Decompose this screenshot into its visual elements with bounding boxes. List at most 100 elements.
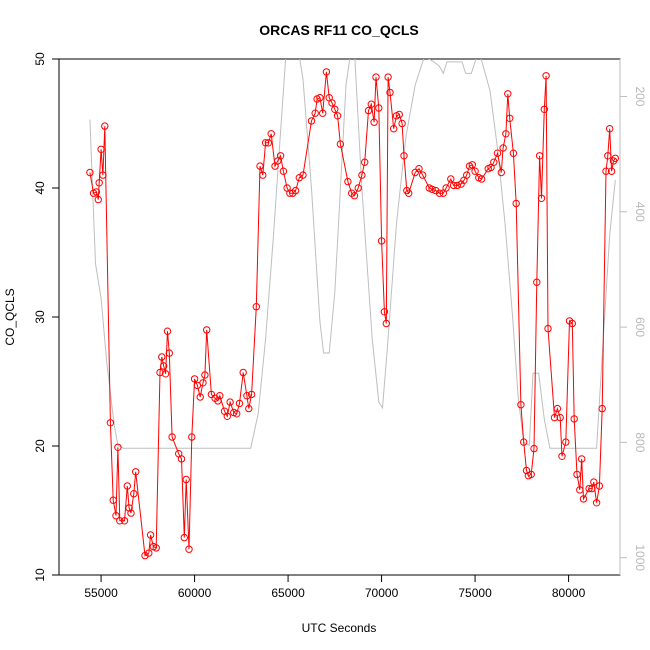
data-point — [499, 144, 507, 152]
data-point — [97, 145, 105, 154]
secondary-series-line — [89, 59, 616, 449]
data-point — [411, 168, 419, 177]
data-point — [578, 455, 586, 463]
secondary-tick-label: 1000 — [633, 544, 647, 571]
data-point — [370, 118, 378, 126]
data-point — [502, 130, 510, 138]
x-axis: 55000 60000 65000 70000 75000 80000 — [84, 575, 586, 600]
data-point — [463, 171, 471, 179]
data-point — [120, 517, 129, 525]
data-point — [568, 319, 576, 328]
data-point — [116, 517, 124, 525]
data-point — [239, 368, 247, 377]
data-point — [556, 413, 564, 422]
data-point — [544, 324, 552, 333]
data-point — [295, 174, 303, 182]
data-point — [168, 433, 176, 441]
data-point — [319, 109, 327, 117]
data-point — [367, 100, 375, 108]
data-point — [576, 486, 584, 494]
y-tick-label: 10 — [33, 568, 47, 582]
data-point — [92, 188, 101, 196]
data-point — [598, 404, 606, 413]
data-point — [344, 177, 352, 186]
data-point — [112, 512, 120, 520]
data-point — [127, 509, 135, 517]
data-point — [328, 99, 336, 107]
data-point — [540, 105, 548, 114]
data-point — [400, 152, 408, 160]
data-point — [380, 308, 389, 316]
data-point — [562, 438, 570, 446]
data-point — [354, 184, 362, 192]
y-axis-label: CO_QCLS — [3, 288, 17, 345]
data-point — [152, 544, 160, 552]
data-point — [196, 393, 204, 401]
data-point — [453, 181, 461, 190]
data-point — [517, 401, 525, 409]
data-point — [390, 125, 398, 133]
data-point — [336, 140, 345, 148]
data-point — [364, 106, 373, 115]
data-point — [530, 444, 538, 453]
data-point — [114, 443, 122, 451]
data-point — [264, 139, 273, 147]
data-point — [468, 161, 476, 169]
data-point — [527, 470, 535, 479]
data-point — [101, 122, 109, 130]
data-point — [182, 475, 190, 484]
data-point — [432, 186, 440, 195]
data-point — [504, 90, 512, 98]
data-point — [307, 117, 316, 125]
data-point — [109, 496, 117, 504]
data-point — [602, 167, 610, 175]
data-point — [125, 504, 133, 512]
data-point — [333, 112, 342, 120]
data-point — [145, 549, 153, 557]
data-point — [606, 125, 614, 133]
data-point — [245, 404, 253, 413]
data-point — [216, 392, 224, 400]
secondary-tick-label: 600 — [633, 317, 647, 337]
x-axis-label: UTC Seconds — [302, 621, 377, 635]
secondary-y-axis: 200 400 600 800 1000 — [619, 59, 647, 575]
data-point — [106, 419, 115, 427]
y-tick-label: 30 — [33, 310, 47, 324]
data-point — [130, 490, 138, 498]
data-point — [226, 398, 234, 406]
data-point — [372, 73, 380, 81]
data-point — [99, 171, 107, 179]
data-point — [533, 278, 541, 286]
chart-title: ORCAS RF11 CO_QCLS — [259, 22, 418, 38]
data-point — [311, 109, 319, 117]
data-point — [146, 531, 155, 539]
data-point — [203, 326, 211, 334]
data-point — [322, 68, 331, 76]
data-point — [477, 175, 486, 183]
data-point — [199, 379, 207, 387]
data-point — [291, 186, 300, 195]
primary-series — [86, 68, 619, 560]
data-point — [261, 139, 270, 147]
data-point — [158, 353, 166, 361]
primary-series-line — [89, 71, 616, 557]
data-point — [537, 194, 546, 203]
data-point — [595, 482, 604, 490]
data-point — [165, 349, 174, 357]
data-point — [553, 404, 562, 413]
data-point — [497, 168, 505, 177]
data-point — [156, 368, 164, 377]
data-point — [123, 482, 132, 490]
data-point — [247, 390, 256, 399]
data-point — [384, 73, 392, 81]
secondary-tick-label: 800 — [633, 432, 647, 452]
x-tick-label: 65000 — [271, 586, 305, 600]
data-point — [550, 413, 559, 422]
data-point — [382, 319, 390, 328]
y-tick-label: 20 — [33, 439, 47, 453]
secondary-tick-label: 400 — [633, 202, 647, 222]
data-point — [299, 171, 307, 179]
data-point — [607, 167, 616, 175]
data-point — [161, 370, 170, 378]
